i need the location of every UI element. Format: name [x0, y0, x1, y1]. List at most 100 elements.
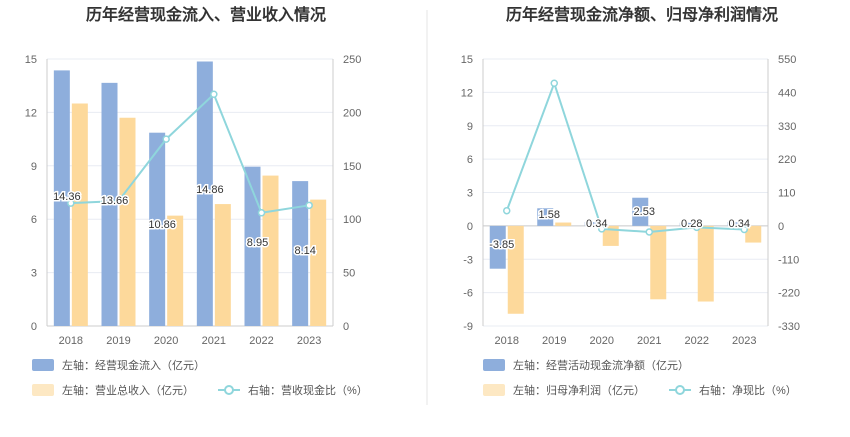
ratio-line-path [505, 80, 745, 233]
right-axis-tick-label: 220 [778, 154, 796, 166]
left-axis-tick-label: 6 [31, 214, 37, 226]
data-label: 13.66 [101, 195, 129, 207]
ratio-point [693, 223, 701, 232]
left-axis: 0 3 6 9 12 15 [25, 54, 48, 333]
ratio-point [550, 79, 558, 88]
left-axis-tick-label: 3 [31, 268, 37, 280]
x-axis-tick-label: 2018 [59, 335, 83, 347]
left-axis-tick-label: -9 [463, 321, 473, 333]
x-axis-tick-label: 2021 [202, 335, 226, 347]
ratio-point [257, 209, 266, 217]
left-axis-tick-label: 0 [467, 221, 473, 233]
chart-title: 历年经营现金流净额、归母净利润情况 [506, 5, 778, 24]
legend: 左轴：经营现金流入（亿元） 左轴：营业总收入（亿元） 右轴：营收现金比（%） [32, 358, 368, 397]
legend-label: 左轴：营业总收入（亿元） [62, 383, 194, 397]
ratio-point [162, 135, 170, 143]
chart-title: 历年经营现金流入、营业收入情况 [86, 5, 326, 24]
right-axis-tick-label: -330 [778, 321, 800, 333]
legend-item-series-2[interactable]: 右轴：净现比（%） [669, 383, 797, 397]
legend-marker-icon [224, 385, 234, 395]
ratio-point [598, 225, 606, 233]
right-axis-tick-label: 330 [778, 121, 796, 133]
left-axis-tick-label: -3 [463, 254, 473, 266]
bar-net-profit [650, 225, 667, 300]
data-labels: -3.85 1.58 0.34 2.53 0.28 0.34 [488, 205, 752, 253]
x-axis: 2018 2019 2020 2021 2022 2023 [483, 225, 768, 347]
legend-item-series-0[interactable]: 左轴：经营活动现金流净额（亿元） [483, 358, 689, 372]
right-axis: 0 50 100 150 200 250 [332, 54, 361, 333]
data-label: 1.58 [539, 209, 560, 221]
right-axis-tick-label: -220 [778, 288, 800, 300]
x-axis-tick-label: 2023 [297, 335, 321, 347]
data-label: 14.86 [196, 184, 224, 196]
data-label: 0.34 [729, 218, 750, 230]
right-axis-tick-label: 0 [778, 221, 784, 233]
ratio-line-path [70, 92, 310, 214]
net-cash-flow-profit-chart: 历年经营现金流净额、归母净利润情况 -9 -6 -3 0 3 6 9 12 15 -330 -22… [461, 5, 800, 397]
legend: 左轴：经营活动现金流净额（亿元） 左轴：归母净利润（亿元） 右轴：净现比（%） [483, 358, 797, 397]
right-axis-tick-label: 110 [778, 188, 796, 200]
left-axis-tick-label: 9 [31, 161, 37, 173]
legend-swatch-orange [32, 384, 54, 396]
left-axis: -9 -6 -3 0 3 6 9 12 15 [461, 54, 484, 333]
data-labels: 14.36 13.66 10.86 14.86 8.95 8.14 [52, 183, 318, 259]
x-axis: 2018 2019 2020 2021 2022 2023 [47, 325, 333, 347]
data-label: -3.85 [489, 239, 514, 251]
data-label: 14.36 [53, 191, 81, 203]
ratio-line [503, 79, 748, 236]
right-axis: -330 -220 -110 0 110 220 330 440 550 [767, 54, 800, 333]
right-axis-tick-label: 50 [343, 268, 355, 280]
data-label: 2.53 [634, 206, 655, 218]
left-axis-tick-label: 9 [467, 121, 473, 133]
data-label: 0.34 [586, 218, 607, 230]
right-axis-tick-label: -110 [778, 254, 799, 266]
bar-net-profit [697, 225, 714, 302]
bar-net-cash-flow [537, 208, 554, 226]
bars [53, 61, 327, 327]
legend-label: 右轴：营收现金比（%） [248, 383, 368, 397]
legend-label: 左轴：经营现金流入（亿元） [62, 358, 205, 372]
legend-swatch-orange [483, 384, 505, 396]
bar-net-cash-flow [679, 222, 696, 226]
bar-net-profit [555, 222, 572, 226]
left-axis-tick-label: 6 [467, 154, 473, 166]
grid-lines [47, 58, 333, 327]
left-axis-tick-label: 3 [467, 188, 473, 200]
x-axis-tick-label: 2019 [542, 335, 566, 347]
right-axis-tick-label: 440 [778, 87, 796, 99]
left-axis-tick-label: 15 [25, 54, 37, 66]
x-axis-tick-label: 2018 [495, 335, 519, 347]
legend-swatch-blue [483, 359, 505, 371]
x-axis-tick-label: 2021 [637, 335, 661, 347]
legend-item-series-1[interactable]: 左轴：营业总收入（亿元） [32, 383, 194, 397]
right-axis-tick-label: 100 [343, 214, 361, 226]
legend-swatch-blue [32, 359, 54, 371]
bar-revenue [262, 175, 279, 326]
bar-net-cash-flow [489, 225, 506, 269]
legend-label: 左轴：经营活动现金流净额（亿元） [513, 358, 689, 372]
left-axis-tick-label: 15 [461, 54, 473, 66]
legend-item-series-2[interactable]: 右轴：营收现金比（%） [218, 383, 368, 397]
x-axis-tick-label: 2020 [590, 335, 614, 347]
legend-item-series-1[interactable]: 左轴：归母净利润（亿元） [483, 383, 645, 397]
bar-cash-inflow [244, 166, 261, 326]
legend-marker-icon [675, 385, 685, 395]
legend-label: 右轴：净现比（%） [699, 383, 797, 397]
ratio-point [114, 197, 123, 205]
bar-net-cash-flow [727, 222, 744, 226]
bar-net-profit [745, 225, 762, 243]
x-axis-tick-label: 2020 [154, 335, 178, 347]
bars [489, 197, 762, 314]
x-axis-tick-label: 2019 [106, 335, 130, 347]
bar-net-cash-flow [584, 222, 601, 226]
legend-label: 左轴：归母净利润（亿元） [513, 383, 645, 397]
bar-cash-inflow [53, 70, 70, 326]
bar-cash-inflow [149, 132, 166, 326]
bar-revenue [71, 103, 88, 326]
ratio-point [305, 201, 313, 210]
legend-item-series-0[interactable]: 左轴：经营现金流入（亿元） [32, 358, 205, 372]
bar-revenue [310, 199, 327, 326]
x-axis-tick-label: 2022 [249, 335, 273, 347]
